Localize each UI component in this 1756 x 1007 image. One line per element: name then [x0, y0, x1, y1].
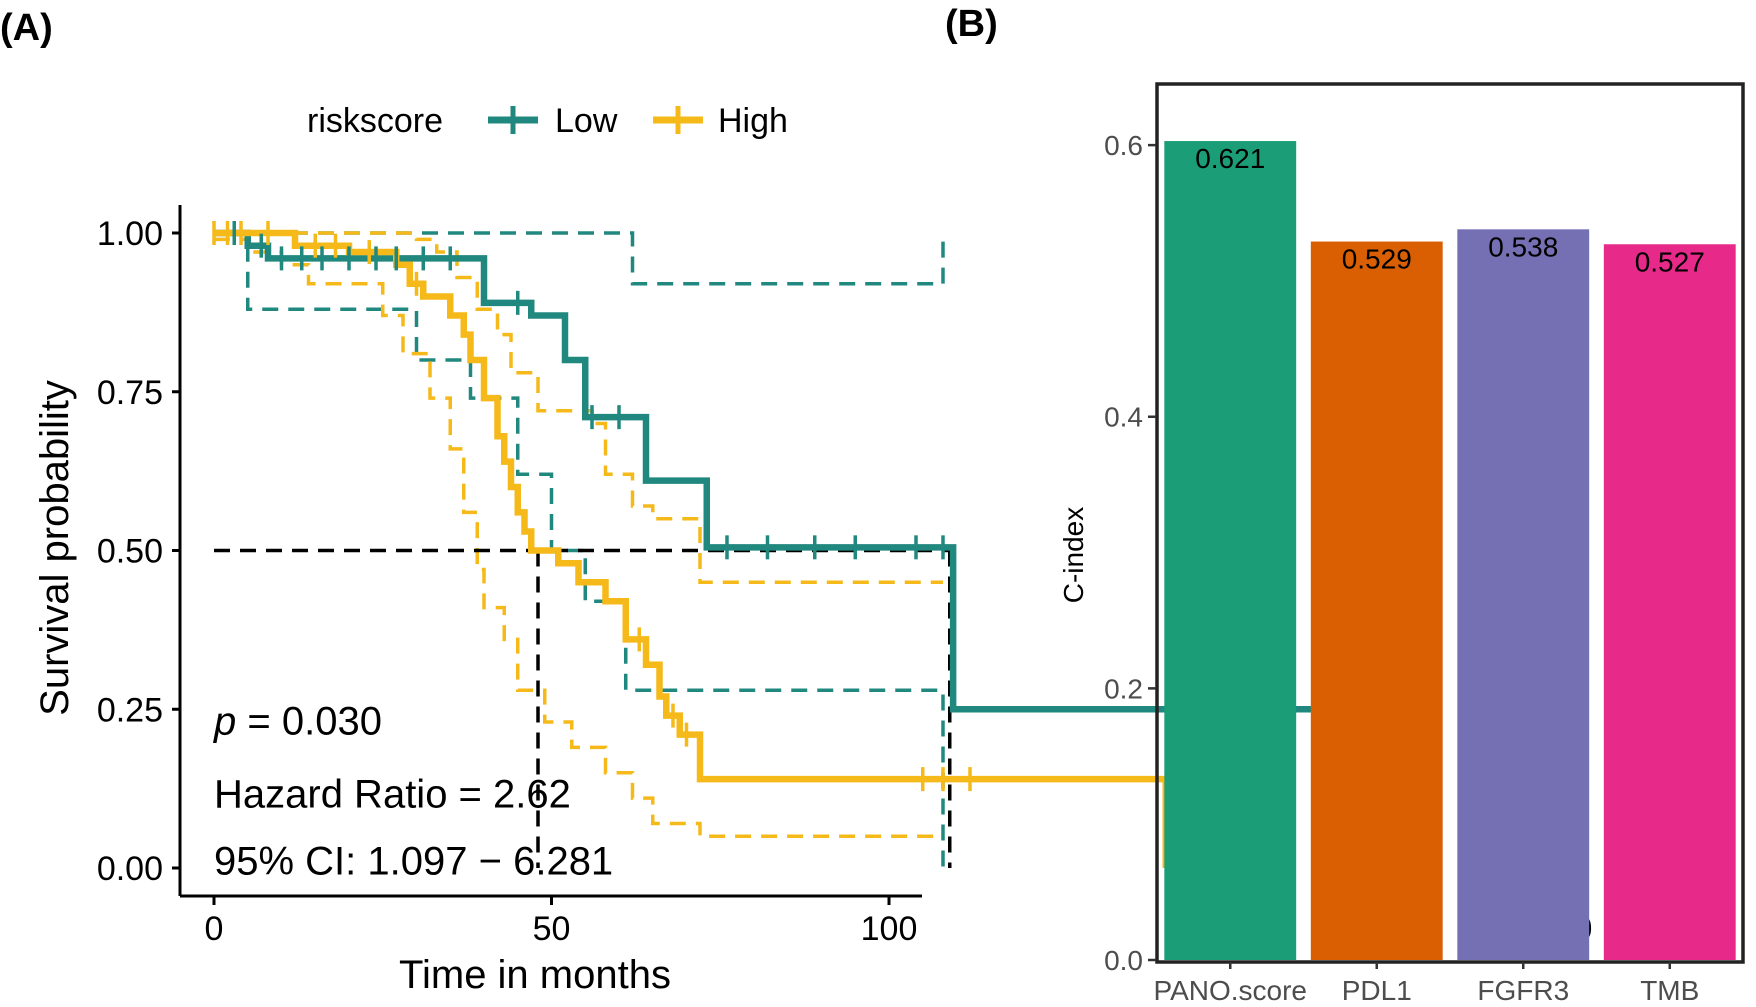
bar-x-tick-label: PANO.score	[1153, 975, 1307, 1006]
km-x-tick-label: 0	[205, 910, 224, 948]
km-annotations: p = 0.030 Hazard Ratio = 2.62 95% CI: 1.09…	[213, 700, 613, 884]
bar-pano-score	[1164, 141, 1297, 960]
panel-b-label: (B)	[945, 3, 998, 45]
km-y-tick-label: 0.25	[97, 691, 163, 729]
km-confidence-bands	[214, 231, 945, 868]
km-legend: riskscore Low High	[307, 102, 788, 140]
bar-y-ticks: 0.0 0.2 0.4 0.6	[1104, 130, 1156, 976]
bar-tmb	[1603, 244, 1736, 960]
bar-value-label: 0.527	[1635, 246, 1705, 277]
legend-low-label: Low	[555, 102, 618, 140]
km-y-tick-label: 0.50	[97, 533, 163, 571]
km-annotation-2: Hazard Ratio = 2.62	[214, 773, 571, 817]
legend-high-label: High	[718, 102, 788, 140]
km-x-tick-label: 100	[861, 910, 918, 948]
km-y-ticks: 0.00 0.25 0.50 0.75 1.00	[97, 215, 180, 888]
legend-high-key	[653, 106, 703, 134]
bar-y-tick-label: 0.6	[1104, 130, 1143, 161]
km-y-axis-title: Survival probability	[33, 380, 77, 716]
bar-x-tick-label: PDL1	[1342, 975, 1412, 1006]
bar-bars: 0.621 0.529 0.538 0.527	[1164, 141, 1736, 960]
bar-y-tick-label: 0.0	[1104, 945, 1143, 976]
km-y-tick-label: 0.75	[97, 374, 163, 412]
km-x-tick-label: 50	[533, 910, 571, 948]
km-chart: riskscore Low High 0.000.250.500.751.00 …	[33, 102, 1592, 997]
bar-y-tick-label: 0.2	[1104, 673, 1143, 704]
bar-fgfr3	[1457, 229, 1590, 960]
low-survival-curve	[214, 229, 1426, 868]
bar-y-axis-title: C-index	[1058, 507, 1089, 603]
bar-value-label: 0.538	[1488, 231, 1558, 262]
bar-x-ticks: PANO.score PDL1 FGFR3 TMB	[1153, 962, 1699, 1006]
km-annotation-1: p = 0.030	[213, 700, 382, 744]
bar-plot-frame	[1155, 82, 1745, 964]
km-censor-marks	[212, 221, 972, 792]
panel-a-label: (A)	[0, 7, 53, 49]
bar-y-tick-label: 0.4	[1104, 402, 1143, 433]
high-ci-lower	[214, 237, 943, 838]
high-ci-upper	[214, 231, 943, 584]
bar-value-label: 0.529	[1342, 244, 1412, 275]
legend-low-key	[488, 106, 538, 134]
bar-x-tick-label: TMB	[1640, 975, 1699, 1006]
bar-pdl1	[1310, 241, 1443, 960]
km-legend-title: riskscore	[307, 102, 443, 140]
km-annotation-3: 95% CI: 1.097 − 6.281	[214, 839, 613, 883]
km-x-axis-title: Time in months	[399, 953, 671, 997]
km-y-tick-label: 0.00	[97, 850, 163, 888]
bar-x-tick-label: FGFR3	[1477, 975, 1569, 1006]
bar-value-label: 0.621	[1195, 143, 1265, 174]
cindex-chart: 0.621 0.529 0.538 0.527 0.0 0.2 0.4 0.6 PANO.s…	[1058, 82, 1745, 1006]
km-y-tick-label: 1.00	[97, 215, 163, 253]
